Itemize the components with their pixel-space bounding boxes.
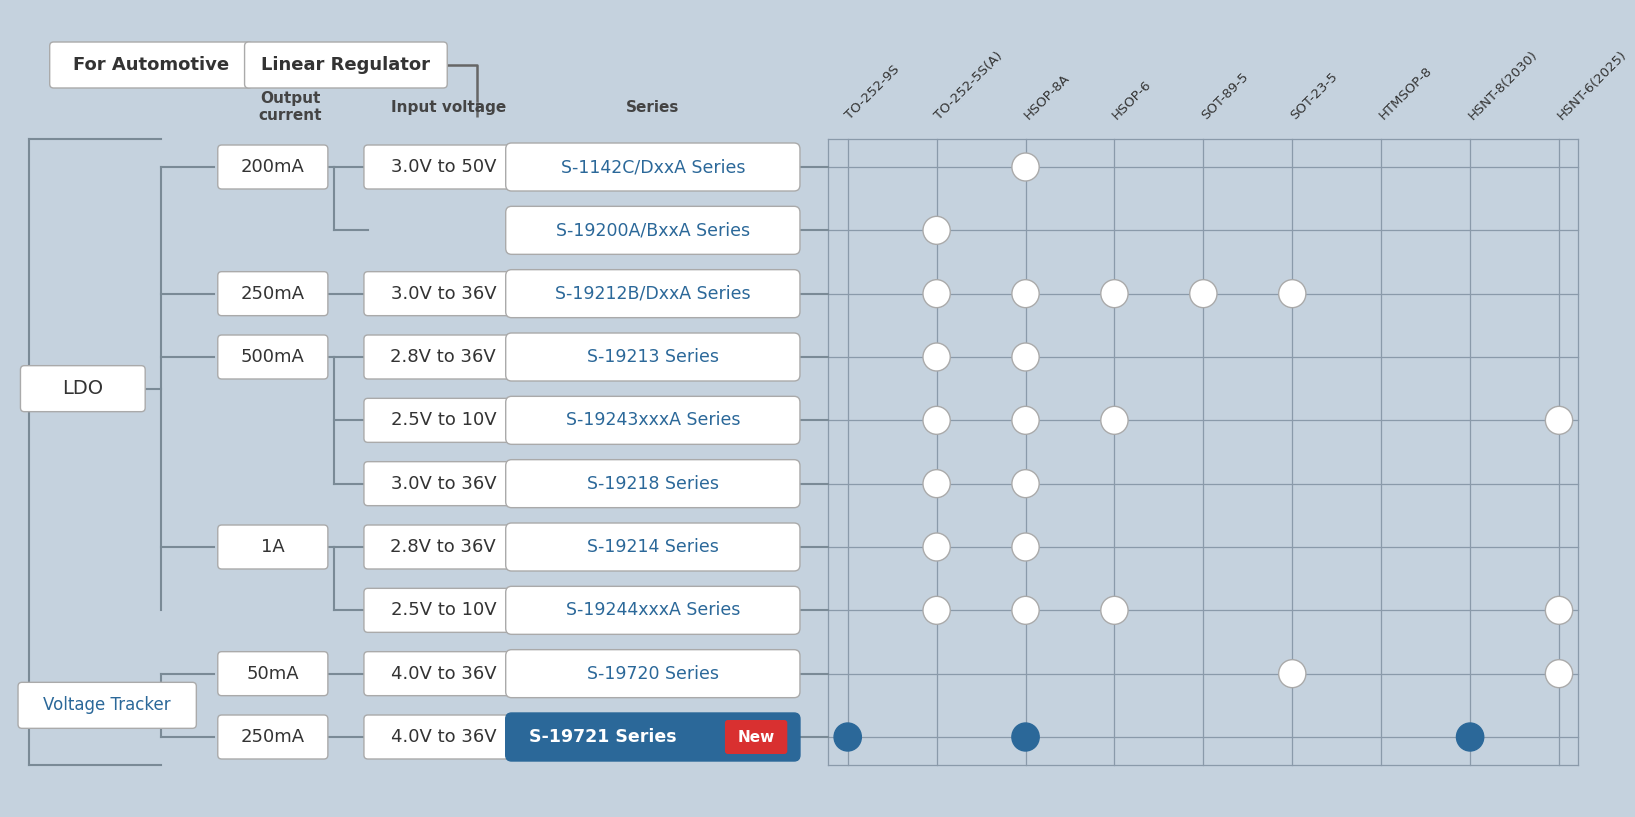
Circle shape [1012,533,1040,561]
Text: HSOP-8A: HSOP-8A [1022,71,1073,122]
FancyBboxPatch shape [365,335,523,379]
FancyBboxPatch shape [18,682,196,728]
Text: 200mA: 200mA [240,158,304,176]
FancyBboxPatch shape [365,272,523,315]
FancyBboxPatch shape [245,42,448,88]
Circle shape [1012,596,1040,624]
Text: New: New [737,730,775,744]
Text: S-19218 Series: S-19218 Series [587,475,719,493]
Circle shape [1012,723,1040,751]
Text: HSNT-6(2025): HSNT-6(2025) [1555,47,1628,122]
FancyBboxPatch shape [505,713,800,761]
Text: 4.0V to 36V: 4.0V to 36V [391,665,495,683]
Text: 250mA: 250mA [240,728,304,746]
Text: TO-252-9S: TO-252-9S [844,63,903,122]
FancyBboxPatch shape [505,333,800,381]
FancyBboxPatch shape [365,462,523,506]
FancyBboxPatch shape [21,366,146,412]
FancyBboxPatch shape [365,525,523,569]
Text: SOT-23-5: SOT-23-5 [1288,69,1341,122]
FancyBboxPatch shape [505,270,800,318]
Circle shape [924,533,950,561]
Text: 4.0V to 36V: 4.0V to 36V [391,728,495,746]
FancyBboxPatch shape [217,145,329,189]
FancyBboxPatch shape [217,652,329,695]
Circle shape [924,343,950,371]
Text: 500mA: 500mA [240,348,304,366]
Text: SOT-89-5: SOT-89-5 [1198,70,1251,122]
Circle shape [1279,279,1306,308]
FancyBboxPatch shape [49,42,252,88]
Text: Voltage Tracker: Voltage Tracker [44,696,172,714]
FancyBboxPatch shape [217,525,329,569]
Circle shape [1457,723,1483,751]
Circle shape [924,406,950,435]
Text: HSNT-8(2030): HSNT-8(2030) [1465,47,1540,122]
Text: 2.5V to 10V: 2.5V to 10V [391,601,495,619]
Text: 2.8V to 36V: 2.8V to 36V [391,348,495,366]
Circle shape [924,596,950,624]
FancyBboxPatch shape [505,143,800,191]
Text: S-19721 Series: S-19721 Series [530,728,677,746]
Circle shape [1545,596,1573,624]
FancyBboxPatch shape [505,650,800,698]
Text: 1A: 1A [262,538,284,556]
Text: 50mA: 50mA [247,665,299,683]
Circle shape [1012,470,1040,498]
FancyBboxPatch shape [505,207,800,254]
FancyBboxPatch shape [724,720,788,754]
FancyBboxPatch shape [365,715,523,759]
FancyBboxPatch shape [505,460,800,507]
Text: S-19720 Series: S-19720 Series [587,665,719,683]
Text: 250mA: 250mA [240,284,304,302]
FancyBboxPatch shape [505,523,800,571]
FancyBboxPatch shape [217,715,329,759]
Text: Linear Regulator: Linear Regulator [262,56,430,74]
Text: HSOP-6: HSOP-6 [1110,78,1154,122]
Circle shape [1012,406,1040,435]
Text: S-1142C/DxxA Series: S-1142C/DxxA Series [561,158,746,176]
Circle shape [1190,279,1216,308]
FancyBboxPatch shape [365,399,523,442]
Text: 2.8V to 36V: 2.8V to 36V [391,538,495,556]
Circle shape [924,470,950,498]
FancyBboxPatch shape [505,396,800,444]
Circle shape [1012,153,1040,181]
Text: S-19214 Series: S-19214 Series [587,538,719,556]
Text: 3.0V to 36V: 3.0V to 36V [391,475,495,493]
Text: S-19212B/DxxA Series: S-19212B/DxxA Series [554,284,750,302]
Text: S-19213 Series: S-19213 Series [587,348,719,366]
Circle shape [1012,343,1040,371]
Circle shape [1545,659,1573,688]
Circle shape [1012,279,1040,308]
Text: LDO: LDO [62,379,103,398]
FancyBboxPatch shape [217,335,329,379]
Text: For Automotive: For Automotive [74,56,229,74]
FancyBboxPatch shape [505,587,800,634]
Text: Input voltage: Input voltage [391,100,505,114]
Circle shape [834,723,862,751]
Text: S-19244xxxA Series: S-19244xxxA Series [566,601,741,619]
Circle shape [1100,406,1128,435]
Circle shape [1100,596,1128,624]
Circle shape [1100,279,1128,308]
FancyBboxPatch shape [365,652,523,695]
FancyBboxPatch shape [365,145,523,189]
Text: Output
current: Output current [258,91,322,123]
Text: S-19200A/BxxA Series: S-19200A/BxxA Series [556,221,750,239]
Text: 3.0V to 50V: 3.0V to 50V [391,158,495,176]
Circle shape [1545,406,1573,435]
FancyBboxPatch shape [365,588,523,632]
FancyBboxPatch shape [217,272,329,315]
Text: HTMSOP-8: HTMSOP-8 [1377,64,1436,122]
Circle shape [924,217,950,244]
Text: 2.5V to 10V: 2.5V to 10V [391,411,495,429]
Text: 3.0V to 36V: 3.0V to 36V [391,284,495,302]
Text: Series: Series [626,100,680,114]
Circle shape [1279,659,1306,688]
Circle shape [924,279,950,308]
Text: TO-252-5S(A): TO-252-5S(A) [932,49,1006,122]
Text: S-19243xxxA Series: S-19243xxxA Series [566,411,741,429]
